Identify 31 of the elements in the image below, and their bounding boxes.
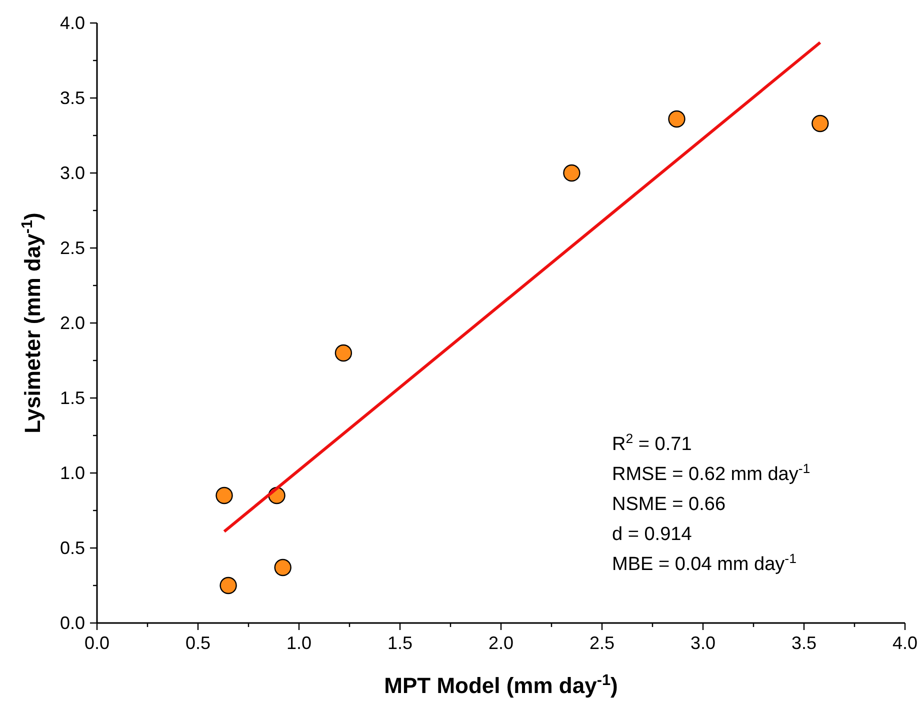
- x-axis-title: MPT Model (mm day$^{-1}$): [384, 672, 618, 698]
- point: [563, 164, 580, 182]
- y-tick-label: 1.0: [60, 463, 85, 483]
- x-tick-label: 3.5: [791, 633, 817, 653]
- y-tick-label: 1.5: [60, 388, 85, 408]
- point: [220, 576, 237, 594]
- point: [668, 110, 686, 128]
- x-tick-label: 3.0: [690, 633, 716, 653]
- y-tick-label: 3.0: [60, 163, 85, 183]
- annotation: NSME = 0.66: [612, 494, 726, 515]
- annotation: MBE = 0.04 mm day$^{-1}$: [612, 550, 796, 575]
- point: [334, 344, 352, 362]
- y-tick-label: 0.0: [60, 613, 85, 633]
- x-tick-label: 0.5: [185, 633, 211, 653]
- x-tick-label: 1.5: [387, 633, 413, 653]
- x-tick-label: 1.0: [286, 633, 312, 653]
- annotation: d = 0.914: [612, 524, 692, 545]
- y-tick-label: 2.5: [60, 238, 85, 258]
- x-tick-label: 2.0: [488, 633, 514, 653]
- y-tick-label: 4.0: [60, 13, 85, 33]
- point: [812, 114, 829, 132]
- y-tick-label: 2.0: [60, 313, 85, 333]
- point: [216, 486, 233, 504]
- y-tick-label: 3.5: [60, 88, 85, 108]
- annotation: R$^{2}$ = 0.71: [612, 430, 692, 455]
- point: [274, 558, 292, 576]
- x-tick-label: 0.0: [84, 633, 110, 653]
- x-tick-label: 4.0: [892, 633, 918, 653]
- y-tick-label: 0.5: [60, 538, 85, 558]
- x-tick-label: 2.5: [589, 633, 615, 653]
- annotation: RMSE = 0.62 mm day$^{-1}$: [612, 460, 810, 485]
